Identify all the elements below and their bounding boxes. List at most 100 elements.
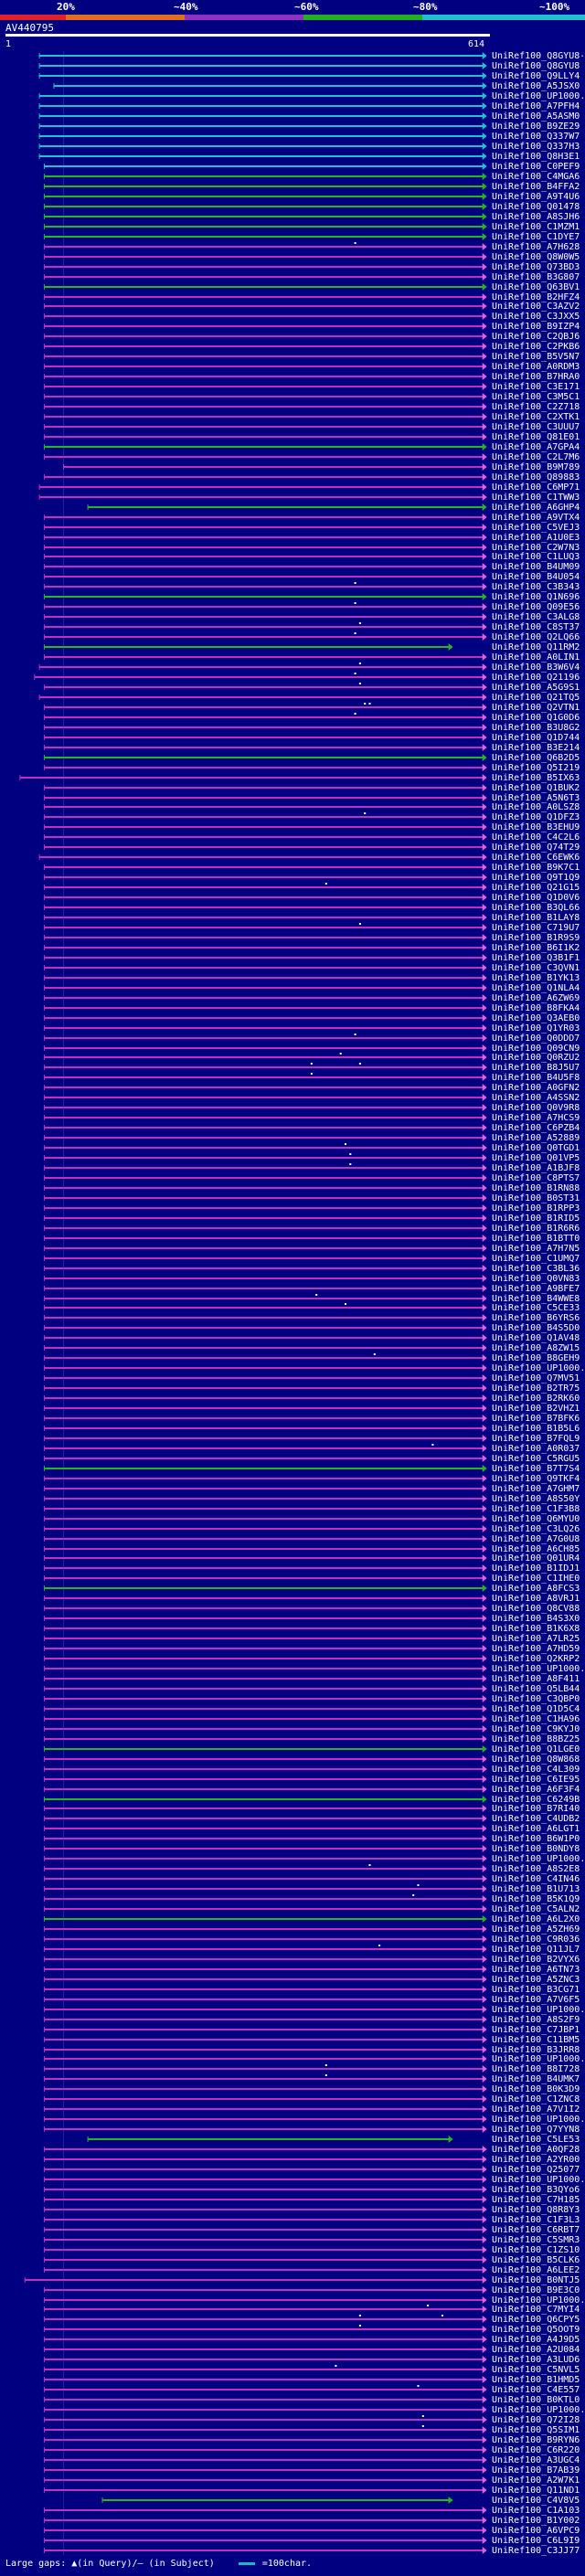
hit-track[interactable] bbox=[43, 163, 487, 170]
hit-label[interactable]: UniRef100_A3LUD6 bbox=[492, 2355, 580, 2365]
hit-label[interactable]: UniRef100_A8SJH6 bbox=[492, 212, 580, 222]
hit-label[interactable]: UniRef100_Q09E56 bbox=[492, 602, 580, 612]
hit-track[interactable] bbox=[43, 1084, 487, 1091]
hit-track[interactable] bbox=[43, 393, 487, 400]
hit-track[interactable] bbox=[43, 713, 487, 721]
hit-label[interactable]: UniRef100_C3LQ26 bbox=[492, 1524, 580, 1534]
hit-label[interactable]: UniRef100_A1BJF8 bbox=[492, 1163, 580, 1173]
hit-label[interactable]: UniRef100_B1RID5 bbox=[492, 1214, 580, 1224]
hit-label[interactable]: UniRef100_B2RK60 bbox=[492, 1394, 580, 1404]
hit-label[interactable]: UniRef100_A6TN73 bbox=[492, 1965, 580, 1975]
hit-label[interactable]: UniRef100_A2YR00 bbox=[492, 2155, 580, 2165]
hit-label[interactable]: UniRef100_Q1LGE0 bbox=[492, 1744, 580, 1754]
hit-track[interactable] bbox=[43, 1525, 487, 1532]
hit-label[interactable]: UniRef100_B6YRS6 bbox=[492, 1313, 580, 1323]
hit-track[interactable] bbox=[43, 2246, 487, 2253]
hit-label[interactable]: UniRef100_B1HMD5 bbox=[492, 2375, 580, 2385]
hit-label[interactable]: UniRef100_B2VHZ1 bbox=[492, 1404, 580, 1414]
hit-label[interactable]: UniRef100_A3UGC4 bbox=[492, 2455, 580, 2465]
hit-track[interactable] bbox=[43, 1574, 487, 1582]
hit-track[interactable] bbox=[43, 1966, 487, 1973]
hit-label[interactable]: UniRef100_UP1000... bbox=[492, 2405, 583, 2415]
hit-track[interactable] bbox=[87, 2136, 453, 2143]
hit-label[interactable]: UniRef100_C6249B bbox=[492, 1795, 580, 1805]
hit-track[interactable] bbox=[43, 1786, 487, 1793]
hit-track[interactable] bbox=[43, 1063, 487, 1071]
hit-track[interactable] bbox=[43, 613, 487, 620]
hit-label[interactable]: UniRef100_C1F3B8 bbox=[492, 1504, 580, 1514]
hit-track[interactable] bbox=[43, 1564, 487, 1572]
hit-track[interactable] bbox=[43, 1104, 487, 1111]
hit-track[interactable] bbox=[43, 2286, 487, 2294]
hit-label[interactable]: UniRef100_A6LGT1 bbox=[492, 1824, 580, 1834]
hit-track[interactable] bbox=[43, 1475, 487, 1482]
hit-track[interactable] bbox=[38, 72, 487, 80]
hit-label[interactable]: UniRef100_A7G0U8 bbox=[492, 1534, 580, 1544]
hit-track[interactable] bbox=[43, 1705, 487, 1712]
hit-track[interactable] bbox=[43, 1285, 487, 1292]
hit-label[interactable]: UniRef100_A9VTX4 bbox=[492, 513, 580, 523]
hit-track[interactable] bbox=[43, 1884, 487, 1892]
hit-label[interactable]: UniRef100_A2W7K1 bbox=[492, 2475, 580, 2486]
hit-track[interactable] bbox=[43, 453, 487, 461]
hit-label[interactable]: UniRef100_Q5I219 bbox=[492, 763, 580, 773]
hit-label[interactable]: UniRef100_B8FKA4 bbox=[492, 1003, 580, 1013]
hit-label[interactable]: UniRef100_C7H185 bbox=[492, 2195, 580, 2205]
hit-track[interactable] bbox=[43, 1014, 487, 1022]
hit-label[interactable]: UniRef100_C3QVN1 bbox=[492, 963, 580, 973]
hit-label[interactable]: UniRef100_Q8W0W5 bbox=[492, 252, 580, 262]
hit-track[interactable] bbox=[43, 2527, 487, 2534]
hit-label[interactable]: UniRef100_A0QF28 bbox=[492, 2145, 580, 2155]
hit-label[interactable]: UniRef100_B1B5L6 bbox=[492, 1424, 580, 1434]
hit-track[interactable] bbox=[43, 323, 487, 330]
hit-track[interactable] bbox=[43, 1153, 487, 1161]
hit-label[interactable]: UniRef100_C8PTS7 bbox=[492, 1173, 580, 1183]
hit-label[interactable]: UniRef100_B1IDJ1 bbox=[492, 1564, 580, 1574]
hit-label[interactable]: UniRef100_B4WWE8 bbox=[492, 1294, 580, 1304]
hit-track[interactable] bbox=[43, 1675, 487, 1682]
hit-label[interactable]: UniRef100_A5ZNC3 bbox=[492, 1975, 580, 1985]
hit-label[interactable]: UniRef100_C1MZM1 bbox=[492, 222, 580, 232]
hit-track[interactable] bbox=[43, 1485, 487, 1492]
hit-label[interactable]: UniRef100_B4UMK7 bbox=[492, 2074, 580, 2084]
hit-track[interactable] bbox=[43, 1344, 487, 1352]
hit-track[interactable] bbox=[43, 622, 487, 631]
hit-track[interactable] bbox=[43, 1394, 487, 1402]
hit-label[interactable]: UniRef100_B0KTL0 bbox=[492, 2395, 580, 2405]
hit-label[interactable]: UniRef100_Q63BV1 bbox=[492, 282, 580, 292]
hit-track[interactable] bbox=[43, 1976, 487, 1983]
hit-label[interactable]: UniRef100_A0GFN2 bbox=[492, 1083, 580, 1093]
hit-track[interactable] bbox=[43, 2064, 487, 2072]
hit-track[interactable] bbox=[43, 273, 487, 281]
hit-label[interactable]: UniRef100_B2HFZ4 bbox=[492, 292, 580, 302]
hit-track[interactable] bbox=[43, 894, 487, 901]
hit-label[interactable]: UniRef100_Q1G0D6 bbox=[492, 713, 580, 723]
hit-label[interactable]: UniRef100_C3AZV2 bbox=[492, 302, 580, 312]
hit-track[interactable] bbox=[43, 1665, 487, 1672]
hit-track[interactable] bbox=[43, 1245, 487, 1252]
hit-label[interactable]: UniRef100_C1ZS10 bbox=[492, 2245, 580, 2255]
hit-track[interactable] bbox=[43, 744, 487, 751]
hit-label[interactable]: UniRef100_B3QYo6 bbox=[492, 2185, 580, 2195]
hit-track[interactable] bbox=[43, 1294, 487, 1302]
hit-label[interactable]: UniRef100_B5IX63 bbox=[492, 773, 580, 783]
hit-label[interactable]: UniRef100_Q25077 bbox=[492, 2165, 580, 2175]
hit-label[interactable]: UniRef100_Q74T29 bbox=[492, 843, 580, 853]
hit-label[interactable]: UniRef100_C7JBP1 bbox=[492, 2025, 580, 2035]
hit-label[interactable]: UniRef100_C8ST37 bbox=[492, 622, 580, 632]
hit-label[interactable]: UniRef100_C5NVL5 bbox=[492, 2365, 580, 2375]
hit-track[interactable] bbox=[43, 1314, 487, 1321]
hit-label[interactable]: UniRef100_C6L9I9 bbox=[492, 2536, 580, 2546]
hit-label[interactable]: UniRef100_Q337W7 bbox=[492, 132, 580, 142]
hit-track[interactable] bbox=[43, 183, 487, 190]
hit-label[interactable]: UniRef100_Q1AV48 bbox=[492, 1333, 580, 1343]
hit-label[interactable]: UniRef100_A5ZH69 bbox=[492, 1924, 580, 1935]
hit-label[interactable]: UniRef100_C3UUU7 bbox=[492, 422, 580, 432]
hit-label[interactable]: UniRef100_B9IZP4 bbox=[492, 322, 580, 332]
hit-track[interactable] bbox=[101, 2496, 453, 2504]
hit-label[interactable]: UniRef100_B8BZ25 bbox=[492, 1734, 580, 1744]
hit-label[interactable]: UniRef100_UP1000... bbox=[492, 2115, 583, 2125]
hit-track[interactable] bbox=[43, 803, 487, 811]
hit-track[interactable] bbox=[43, 1715, 487, 1723]
hit-track[interactable] bbox=[43, 812, 487, 821]
